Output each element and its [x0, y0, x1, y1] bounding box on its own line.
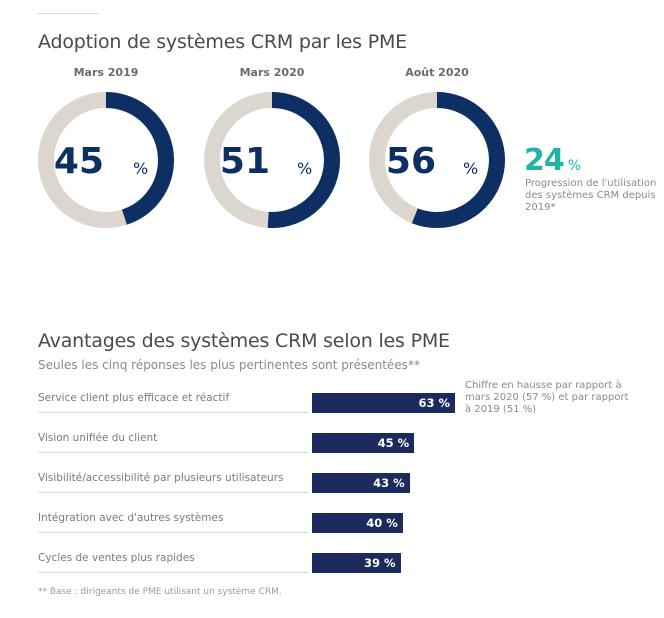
row-divider-3: [38, 532, 308, 533]
bar-3: 40 %: [312, 513, 403, 533]
donut-0: 45 %: [38, 92, 174, 228]
bar-label-4: Cycles de ventes plus rapides: [38, 552, 195, 564]
benefits-subtitle: Seules les cinq réponses les plus pertin…: [38, 358, 420, 372]
donut-charts: 45 % 51 % 56 %: [38, 92, 505, 228]
bar-2: 43 %: [312, 473, 410, 493]
bar-1: 45 %: [312, 433, 415, 453]
row-divider-0: [38, 412, 308, 413]
bar-label-3: Intégration avec d'autres systèmes: [38, 512, 224, 524]
donut-label-1: Mars 2020: [239, 66, 305, 79]
donut-pct-0: %: [133, 159, 148, 178]
donut-pct-2: %: [463, 159, 478, 178]
bar-label-0: Service client plus efficace et réactif: [38, 392, 230, 404]
donut-value-0: 45: [54, 141, 104, 182]
bar-0: 63 %: [312, 393, 455, 413]
donut-arc-1: [204, 92, 340, 228]
growth-description: Progression de l'utilisation des système…: [525, 178, 657, 213]
benefits-title: Avantages des systèmes CRM selon les PME: [38, 330, 450, 352]
donut-label-2: Août 2020: [405, 66, 469, 79]
bar-label-1: Vision unifiée du client: [38, 432, 158, 444]
row-divider-2: [38, 492, 308, 493]
donut-1: 51 %: [204, 92, 340, 228]
donut-value-1: 51: [220, 141, 270, 182]
bar-label-2: Visibilité/accessibilité par plusieurs u…: [38, 472, 284, 484]
growth-stat: 24%: [524, 143, 581, 178]
benefits-note: Chiffre en hausse par rapport à mars 202…: [465, 380, 629, 415]
donut-2: 56 %: [369, 92, 505, 228]
growth-value: 24: [524, 143, 565, 178]
donut-value-2: 56: [386, 141, 436, 182]
adoption-title: Adoption de systèmes CRM par les PME: [38, 31, 407, 53]
row-divider-1: [38, 452, 308, 453]
bar-4: 39 %: [312, 553, 401, 573]
donut-arc-0: [38, 92, 174, 228]
donut-arc-2: [369, 92, 505, 228]
footnote: ** Base : dirigeants de PME utilisant un…: [38, 587, 282, 597]
donut-label-0: Mars 2019: [73, 66, 139, 79]
growth-pct-sign: %: [567, 158, 582, 174]
top-divider: [38, 13, 98, 14]
row-divider-4: [38, 572, 308, 573]
donut-pct-1: %: [297, 159, 312, 178]
